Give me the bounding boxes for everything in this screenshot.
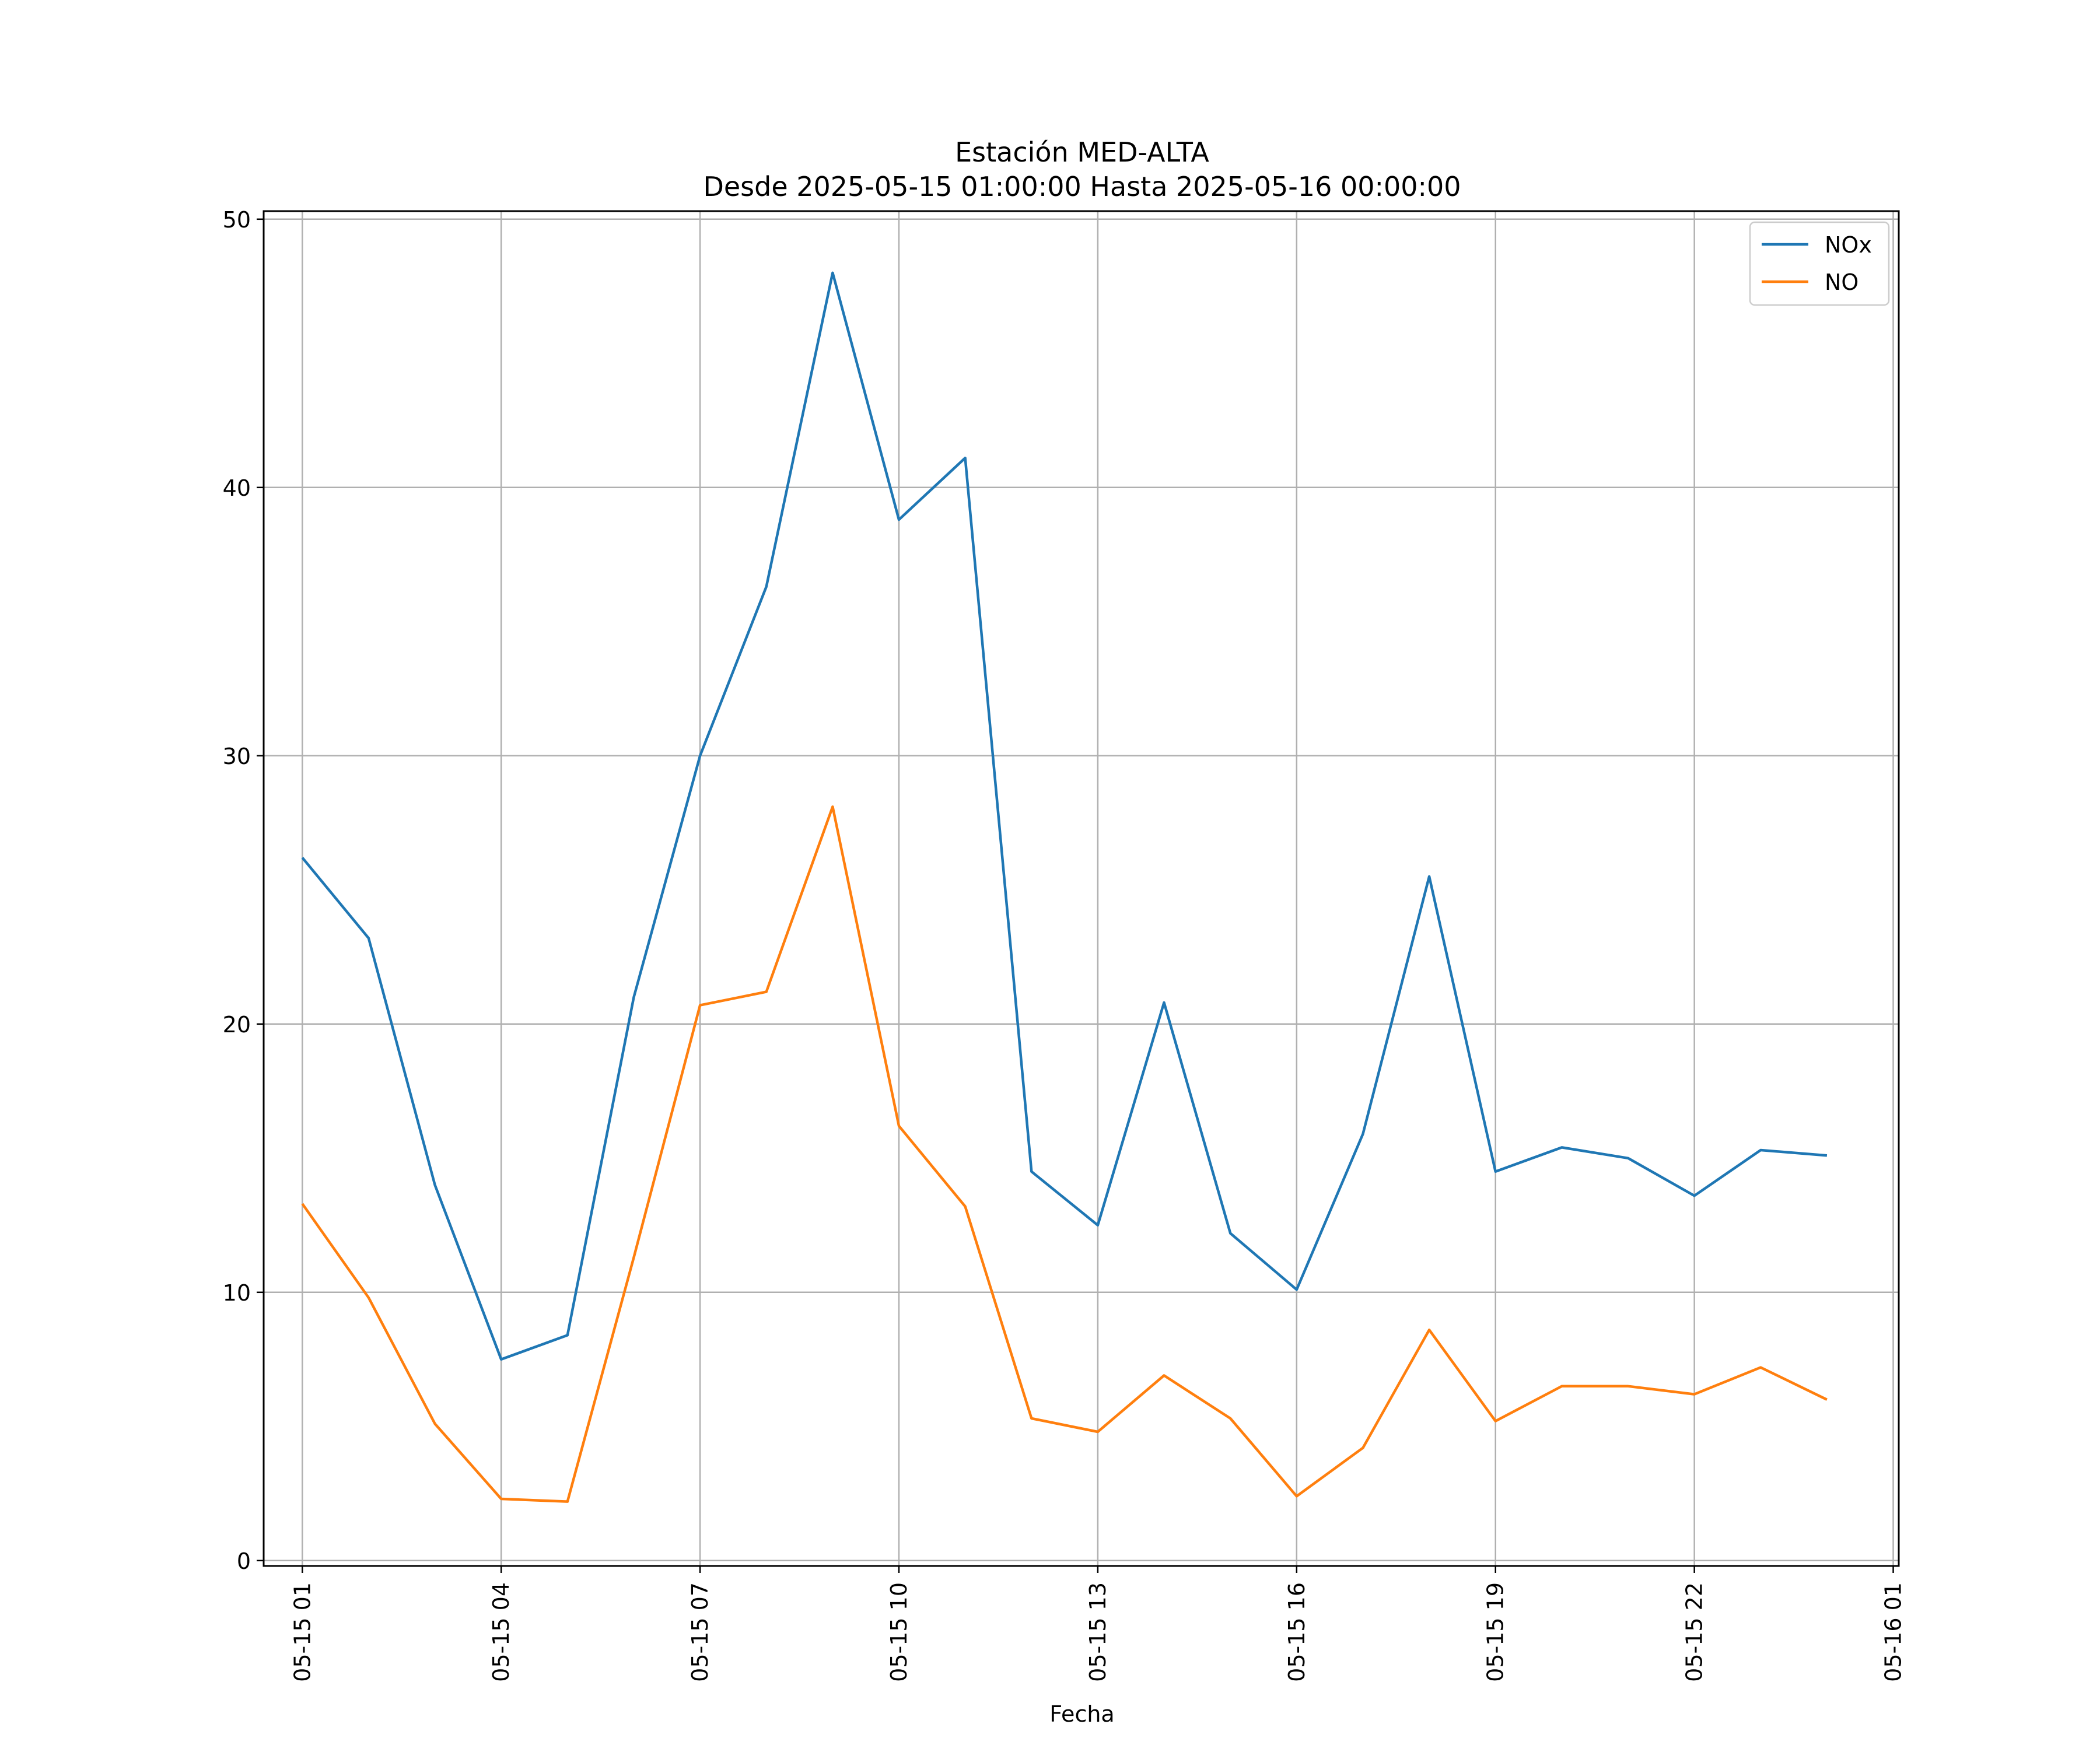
x-tick-label: 05-15 22	[1682, 1582, 1707, 1682]
legend-label-no: NO	[1825, 269, 1859, 295]
x-tick-label: 05-15 10	[886, 1582, 912, 1682]
x-tick-label: 05-15 16	[1284, 1582, 1310, 1682]
x-tick-label: 05-15 19	[1483, 1582, 1508, 1682]
legend-label-nox: NOx	[1825, 232, 1872, 258]
y-tick-label: 50	[223, 207, 251, 233]
x-tick-label: 05-15 13	[1085, 1582, 1111, 1682]
x-tick-label: 05-16 01	[1881, 1582, 1906, 1682]
chart-title: Estación MED-ALTA	[955, 136, 1209, 168]
x-axis-label: Fecha	[1049, 1701, 1114, 1727]
chart-subtitle: Desde 2025-05-15 01:00:00 Hasta 2025-05-…	[703, 171, 1461, 202]
legend[interactable]: NOx NO	[1750, 222, 1889, 305]
x-tick-label: 05-15 04	[488, 1582, 514, 1682]
y-tick-label: 10	[223, 1280, 251, 1306]
y-tick-label: 0	[237, 1548, 251, 1574]
x-tick-label: 05-15 01	[289, 1582, 315, 1682]
x-tick-label: 05-15 07	[687, 1582, 713, 1682]
y-tick-label: 30	[223, 744, 251, 769]
y-tick-label: 40	[223, 475, 251, 501]
y-tick-label: 20	[223, 1012, 251, 1038]
